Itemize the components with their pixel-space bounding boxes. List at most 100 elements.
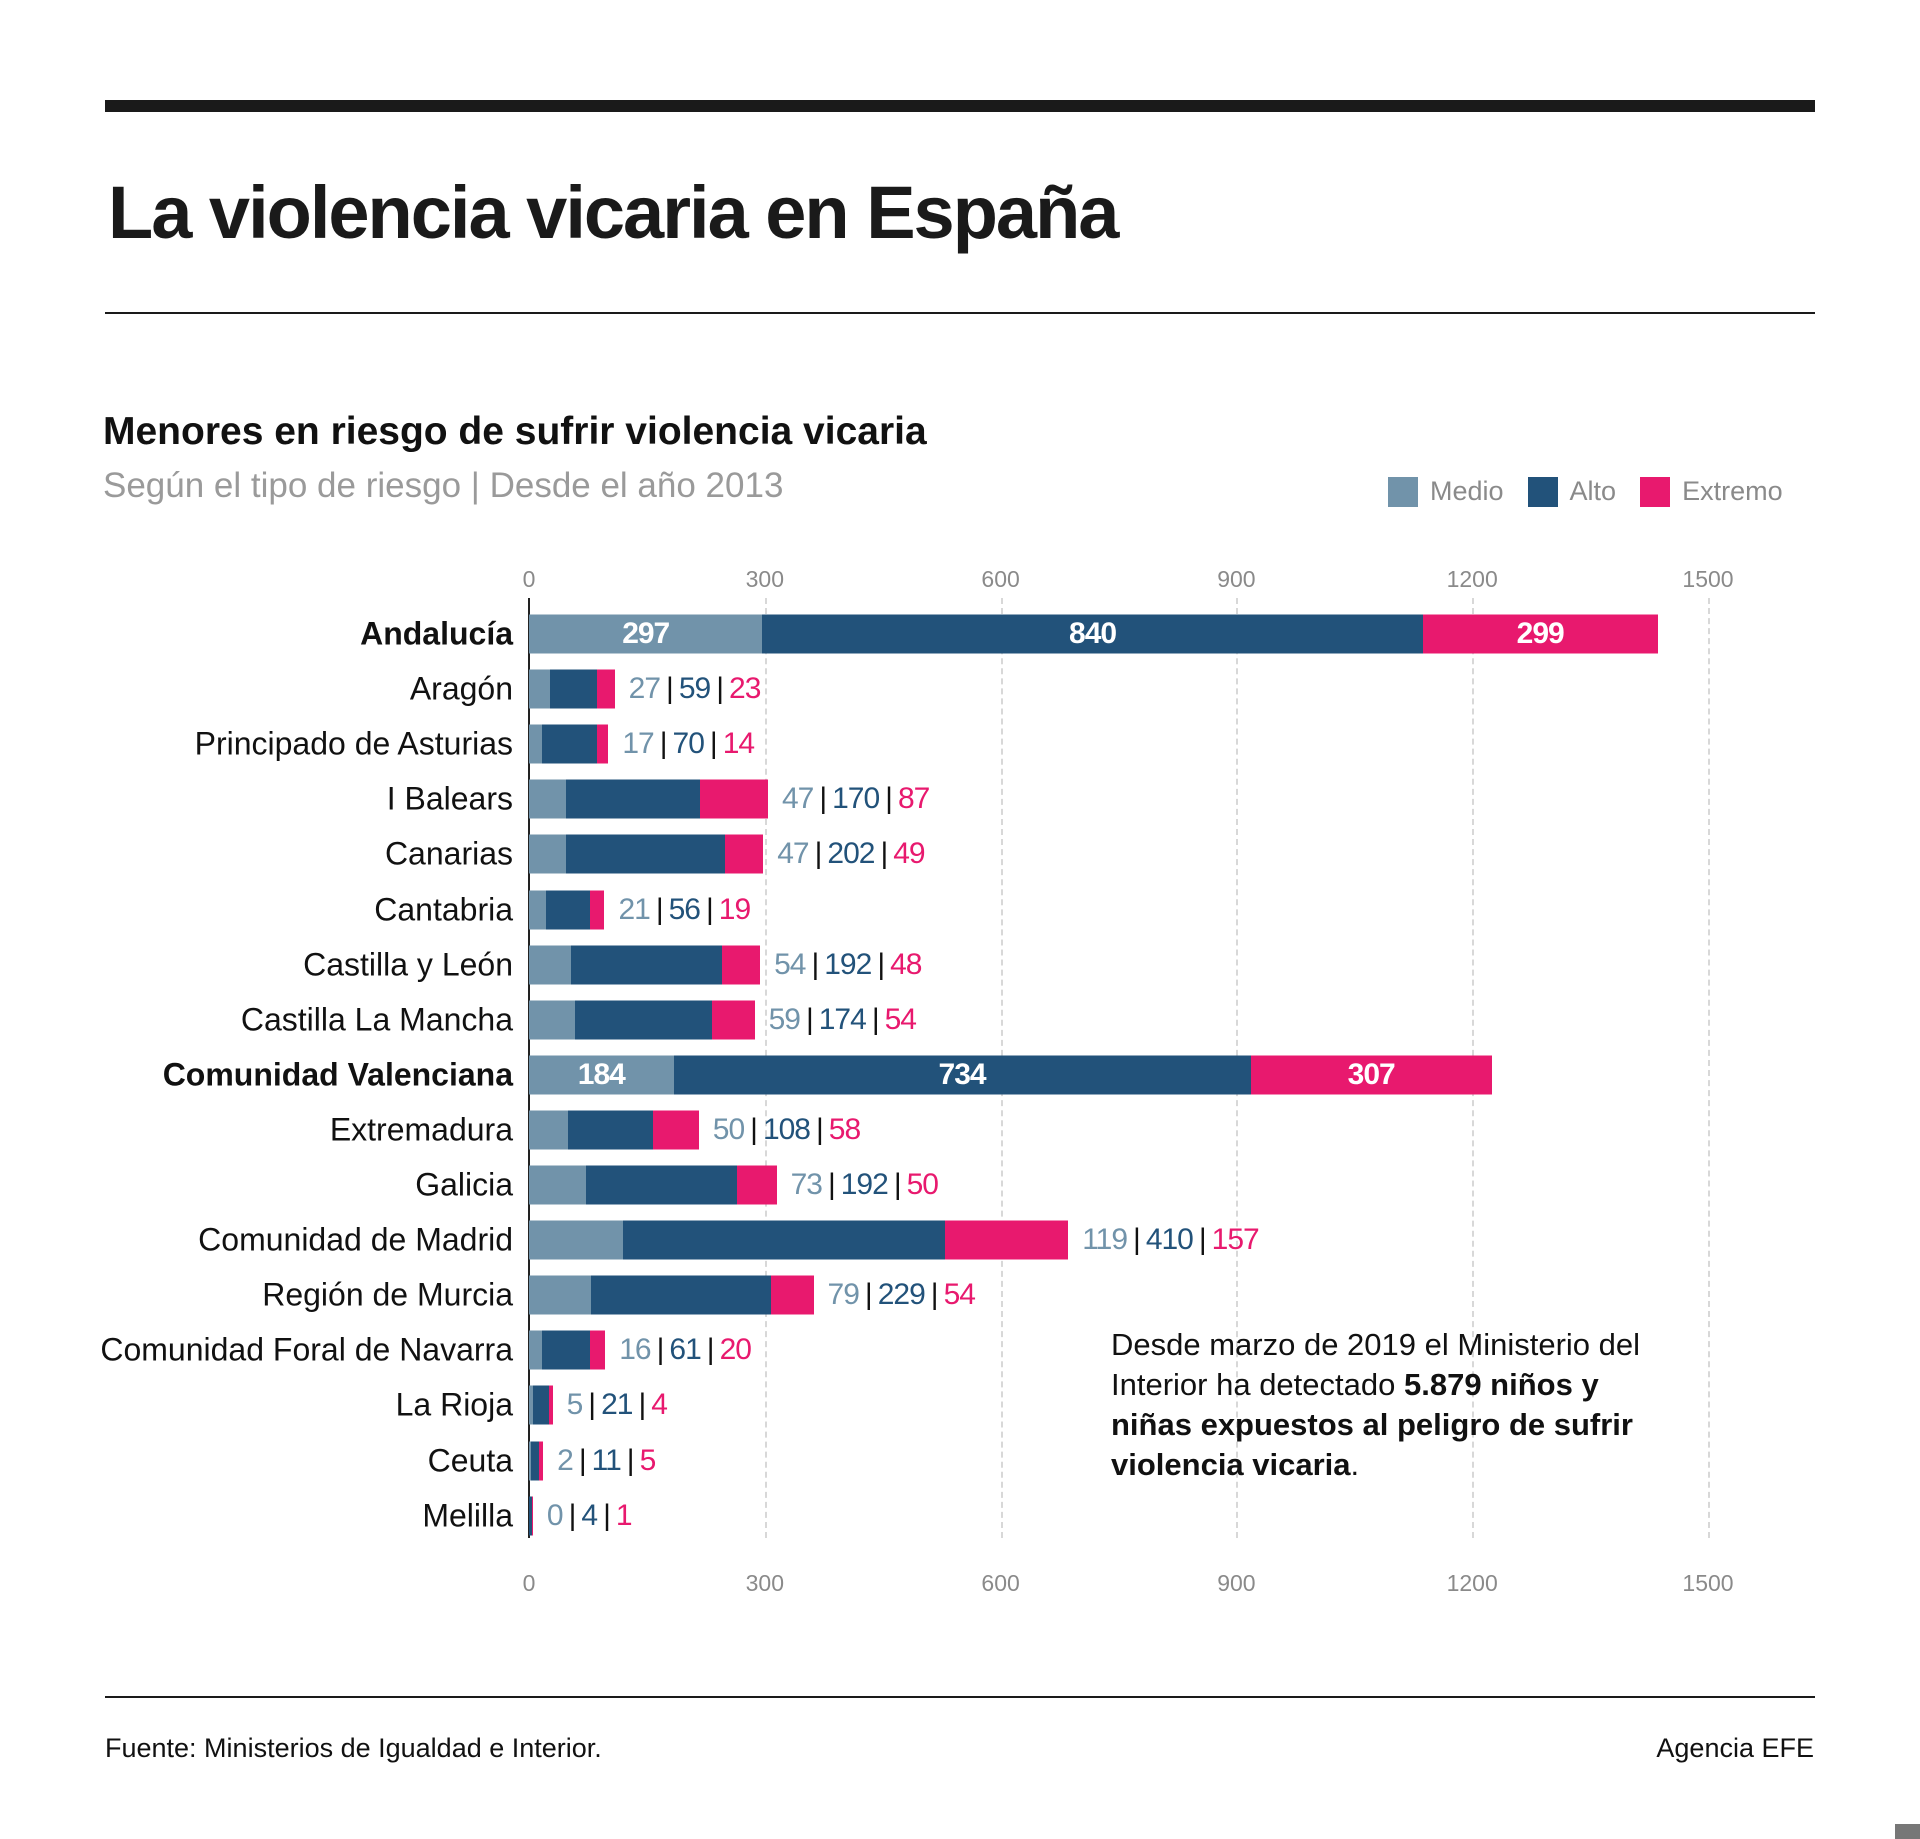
separator: | — [811, 947, 819, 981]
annotation-highlight: 5.879 niños y niñas expuestos al peligro… — [1111, 1367, 1633, 1482]
separator: | — [750, 1112, 758, 1146]
bar-segment-alto — [565, 834, 725, 874]
data-label-alto: 56 — [668, 892, 701, 926]
category-label: Extremadura — [329, 1111, 513, 1148]
data-label-extremo: 54 — [884, 1002, 917, 1036]
data-label-medio: 27 — [628, 672, 661, 706]
data-label-group: 17 | 70 | 14 — [622, 727, 755, 761]
separator: | — [814, 837, 823, 871]
legend-swatch-alto — [1527, 476, 1558, 507]
page-title: La violencia vicaria en España — [108, 171, 1119, 254]
data-label-medio: 59 — [768, 1002, 801, 1036]
separator: | — [819, 782, 827, 816]
data-label-extremo: 23 — [729, 672, 761, 706]
bar-segment-extremo — [1422, 614, 1658, 654]
category-label: Región de Murcia — [262, 1276, 513, 1313]
bar-segment-extremo — [597, 724, 609, 764]
stacked-bar-chart: 0 0 300 300 600 600 900 900 1200 1200 1500 1500 Anda… — [100, 566, 1734, 1596]
data-label-group: 21 | 56 | 19 — [618, 892, 751, 927]
category-label: Melilla — [422, 1497, 513, 1534]
bar-segment-extremo — [944, 1220, 1069, 1260]
data-label-extremo: 20 — [719, 1333, 752, 1367]
bar-segment-extremo — [653, 1110, 699, 1150]
data-label-extremo: 157 — [1211, 1223, 1260, 1257]
data-label-extremo: 5 — [639, 1443, 657, 1477]
annotation: Desde marzo de 2019 el Ministerio del In… — [1111, 1325, 1671, 1485]
data-label-extremo: 54 — [943, 1278, 976, 1312]
chart-title: Menores en riesgo de sufrir violencia vi… — [103, 410, 927, 453]
data-label: 299 — [1516, 617, 1565, 650]
data-label-group: 50 | 108 | 58 — [712, 1112, 861, 1147]
legend-item-alto: Alto — [1527, 476, 1616, 507]
separator: | — [638, 1388, 646, 1422]
x-tick-label-bottom: 1200 — [1446, 1570, 1498, 1596]
data-label-medio: 47 — [777, 837, 809, 871]
bar-segment-alto — [762, 614, 1423, 654]
x-tick-label-top: 0 — [522, 566, 536, 592]
separator: | — [659, 727, 668, 761]
bar-segment-medio — [529, 1275, 592, 1315]
category-label: Comunidad Foral de Navarra — [100, 1331, 513, 1368]
data-label-group: 47 | 202 | 49 — [777, 837, 925, 871]
title-divider — [105, 312, 1815, 314]
bar-segment-extremo — [589, 890, 605, 929]
bar-segment-alto — [550, 669, 597, 709]
bar-segment-alto — [541, 1330, 590, 1370]
separator: | — [578, 1443, 587, 1477]
category-label: I Balears — [386, 780, 513, 817]
separator: | — [568, 1498, 577, 1532]
data-label-alto: 21 — [601, 1388, 633, 1422]
data-label-extremo: 50 — [906, 1168, 939, 1201]
separator: | — [864, 1278, 873, 1312]
separator: | — [885, 782, 893, 816]
data-label-group: 16 | 61 | 20 — [619, 1333, 752, 1367]
bar-segment-extremo — [549, 1385, 553, 1425]
data-label-medio: 5 — [566, 1388, 584, 1422]
data-label-group: 0 | 4 | 1 — [546, 1498, 633, 1533]
data-label-extremo: 14 — [722, 727, 755, 761]
separator: | — [603, 1498, 611, 1532]
bar-segment-alto — [673, 1055, 1251, 1095]
x-tick-label-top: 1500 — [1682, 566, 1734, 592]
data-label-medio: 79 — [827, 1278, 860, 1312]
category-label: La Rioja — [395, 1386, 513, 1423]
bar-segment-alto — [565, 779, 700, 819]
data-label-alto: 61 — [669, 1333, 701, 1367]
bar-segment-alto — [586, 1165, 738, 1205]
separator: | — [871, 1002, 880, 1036]
bar-segment-alto — [568, 1110, 654, 1150]
bar-segment-medio — [529, 779, 566, 819]
chart-subtitle: Según el tipo de riesgo | Desde el año 2… — [103, 466, 784, 505]
data-label-medio: 16 — [619, 1333, 651, 1367]
data-label-medio: 0 — [546, 1498, 564, 1532]
separator: | — [880, 837, 888, 871]
data-label: 307 — [1347, 1057, 1396, 1091]
data-label-extremo: 58 — [828, 1112, 861, 1146]
data-label-alto: 108 — [762, 1112, 811, 1146]
data-label-medio: 50 — [712, 1112, 745, 1146]
separator: | — [1133, 1223, 1141, 1257]
separator: | — [1198, 1223, 1207, 1257]
source-note: Fuente: Ministerios de Igualdad e Interi… — [105, 1733, 602, 1763]
data-label-medio: 73 — [790, 1168, 823, 1201]
data-label-group: 2 | 11 | 5 — [557, 1443, 657, 1478]
category-label: Galicia — [415, 1166, 513, 1203]
separator: | — [626, 1443, 635, 1477]
legend-swatch-extremo — [1640, 476, 1671, 507]
data-label-alto: 174 — [818, 1002, 867, 1036]
bar-segment-extremo — [589, 1330, 606, 1370]
data-label-alto: 4 — [581, 1498, 598, 1532]
bar-segment-alto — [542, 724, 598, 764]
data-label-alto: 192 — [824, 947, 872, 981]
data-label-alto: 59 — [678, 672, 711, 706]
bar-segment-alto — [529, 1496, 533, 1536]
bar-segment-medio — [529, 614, 763, 654]
bar-segment-extremo — [539, 1441, 544, 1480]
bar-segment-extremo — [724, 834, 764, 874]
data-label-alto: 170 — [832, 782, 880, 816]
annotation-end: . — [1350, 1447, 1360, 1482]
bar-segment-medio — [529, 669, 551, 709]
bar-segment-extremo — [699, 779, 768, 819]
separator: | — [827, 1168, 836, 1201]
category-label: Andalucía — [360, 615, 513, 652]
